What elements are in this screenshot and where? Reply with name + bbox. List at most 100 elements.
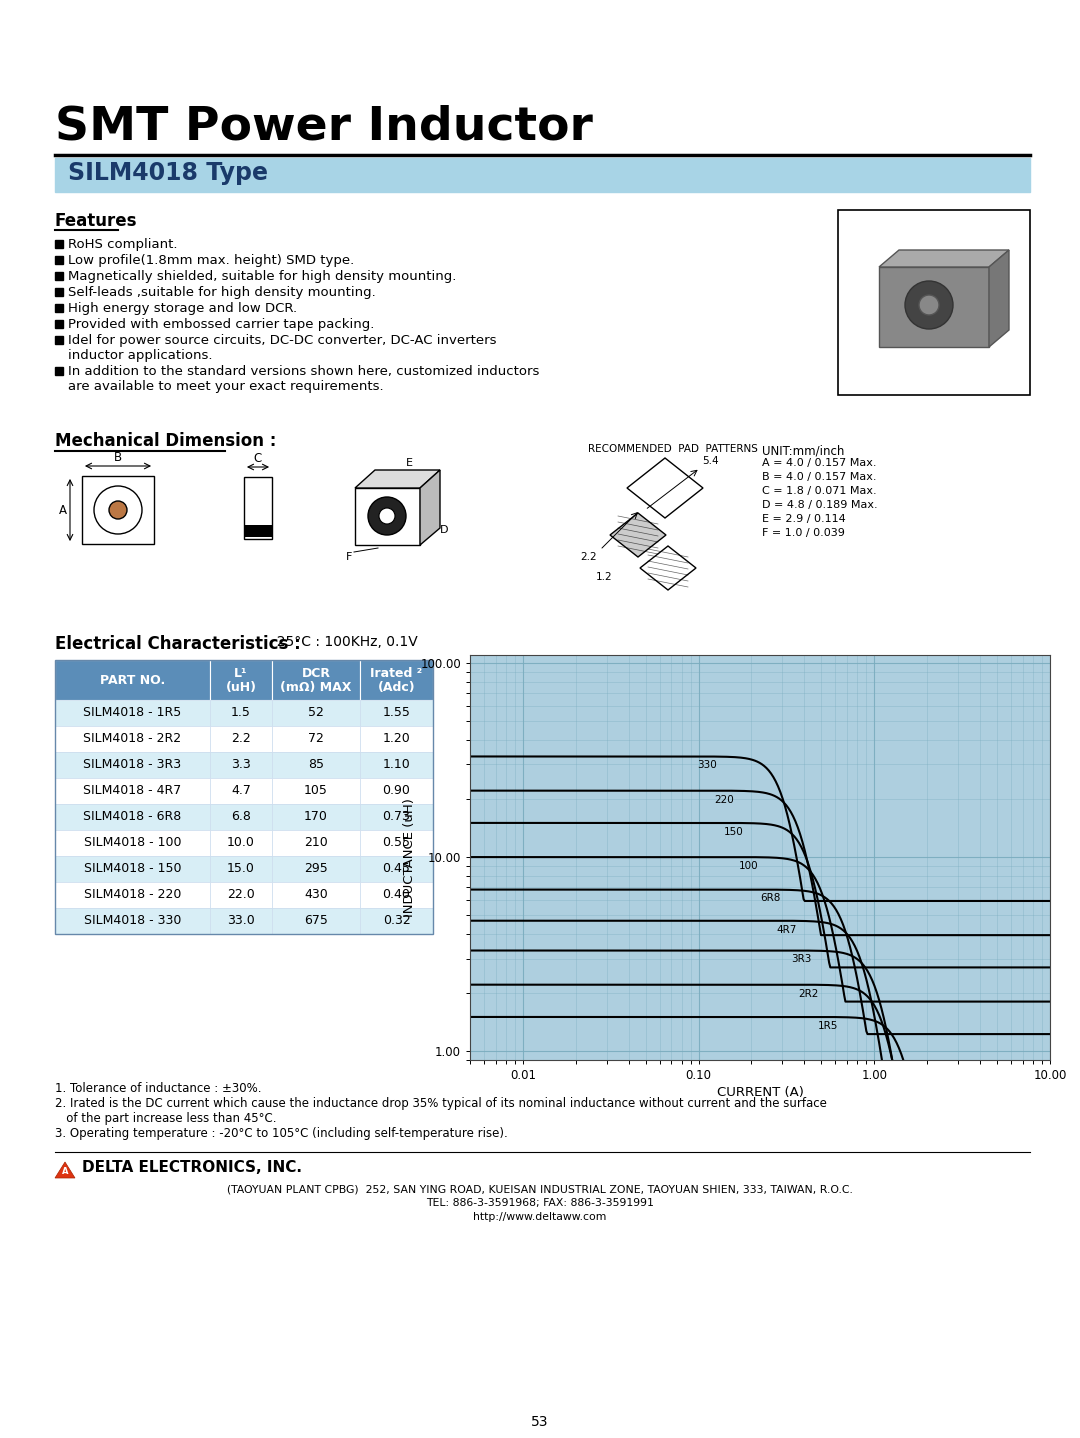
Bar [272, 700, 360, 726]
Text: 53: 53 [531, 1415, 549, 1429]
Text: Electrical Characteristics :: Electrical Characteristics : [55, 636, 300, 653]
Bar [360, 700, 433, 726]
Bar [272, 778, 360, 804]
Text: 330: 330 [698, 761, 717, 771]
Text: 15.0: 15.0 [227, 863, 255, 876]
Text: 295: 295 [305, 863, 328, 876]
Bar [55, 240, 63, 247]
Bar [55, 158, 1030, 193]
Polygon shape [355, 470, 440, 487]
Circle shape [368, 498, 406, 535]
Bar [210, 856, 272, 881]
Polygon shape [355, 487, 420, 545]
Bar [55, 272, 63, 280]
Text: SILM4018 - 100: SILM4018 - 100 [84, 837, 181, 850]
Text: SILM4018 - 2R2: SILM4018 - 2R2 [83, 732, 181, 745]
Text: 2. Irated is the DC current which cause the inductance drop 35% typical of its n: 2. Irated is the DC current which cause … [55, 1097, 827, 1110]
Circle shape [379, 508, 395, 523]
Bar [360, 804, 433, 830]
Text: 52: 52 [308, 706, 324, 719]
Text: 10.0: 10.0 [227, 837, 255, 850]
Bar [55, 907, 210, 935]
Bar [360, 726, 433, 752]
Text: (uH): (uH) [226, 682, 257, 695]
Text: SILM4018 - 4R7: SILM4018 - 4R7 [83, 785, 181, 798]
Bar [210, 907, 272, 935]
Text: SILM4018 - 1R5: SILM4018 - 1R5 [83, 706, 181, 719]
Bar [55, 804, 210, 830]
Text: SILM4018 Type: SILM4018 Type [68, 161, 268, 186]
Polygon shape [627, 457, 703, 518]
Text: In addition to the standard versions shown here, customized inductors: In addition to the standard versions sho… [68, 365, 539, 378]
Bar [55, 726, 210, 752]
Text: 22.0: 22.0 [227, 889, 255, 902]
Text: 2R2: 2R2 [798, 988, 819, 998]
Text: 0.45: 0.45 [382, 863, 410, 876]
Text: Low profile(1.8mm max. height) SMD type.: Low profile(1.8mm max. height) SMD type. [68, 255, 354, 267]
X-axis label: CURRENT (A): CURRENT (A) [716, 1086, 804, 1099]
Bar [55, 367, 63, 375]
Text: TEL: 886-3-3591968; FAX: 886-3-3591991: TEL: 886-3-3591968; FAX: 886-3-3591991 [427, 1198, 653, 1208]
Bar [244, 525, 272, 536]
Text: inductor applications.: inductor applications. [68, 349, 213, 362]
Text: SILM4018 - 3R3: SILM4018 - 3R3 [83, 758, 181, 772]
Text: 1R5: 1R5 [818, 1021, 838, 1031]
Text: SMT Power Inductor: SMT Power Inductor [55, 105, 593, 150]
Text: (mΩ) MAX: (mΩ) MAX [281, 682, 352, 695]
Text: 675: 675 [305, 915, 328, 928]
Text: 3. Operating temperature : -20°C to 105°C (including self-temperature rise).: 3. Operating temperature : -20°C to 105°… [55, 1127, 508, 1140]
Text: are available to meet your exact requirements.: are available to meet your exact require… [68, 380, 383, 393]
Text: 0.55: 0.55 [382, 837, 410, 850]
Bar [55, 256, 63, 265]
Bar [272, 830, 360, 856]
Bar [55, 303, 63, 312]
Bar [360, 660, 433, 700]
Text: 1.20: 1.20 [382, 732, 410, 745]
Text: (Adc): (Adc) [378, 682, 416, 695]
Bar [244, 477, 272, 539]
Polygon shape [879, 267, 989, 347]
Bar [210, 726, 272, 752]
Bar [55, 321, 63, 328]
Bar [272, 804, 360, 830]
Bar [55, 336, 63, 344]
Text: 1.55: 1.55 [382, 706, 410, 719]
Text: Provided with embossed carrier tape packing.: Provided with embossed carrier tape pack… [68, 318, 375, 331]
Text: 170: 170 [305, 811, 328, 824]
Bar [210, 752, 272, 778]
Polygon shape [420, 470, 440, 545]
Polygon shape [610, 513, 666, 557]
Text: B = 4.0 / 0.157 Max.: B = 4.0 / 0.157 Max. [762, 472, 877, 482]
Text: 2.2: 2.2 [231, 732, 251, 745]
Bar [55, 778, 210, 804]
Polygon shape [879, 250, 1009, 267]
Text: B: B [113, 452, 122, 464]
Text: 430: 430 [305, 889, 328, 902]
Text: 0.73: 0.73 [382, 811, 410, 824]
Text: PART NO.: PART NO. [99, 673, 165, 686]
Bar [55, 700, 210, 726]
Bar [360, 778, 433, 804]
Circle shape [94, 486, 141, 533]
Y-axis label: INDUCTANCE (uH): INDUCTANCE (uH) [403, 798, 416, 917]
Text: 1. Tolerance of inductance : ±30%.: 1. Tolerance of inductance : ±30%. [55, 1081, 261, 1094]
Text: E: E [405, 457, 413, 467]
Text: (TAOYUAN PLANT CPBG)  252, SAN YING ROAD, KUEISAN INDUSTRIAL ZONE, TAOYUAN SHIEN: (TAOYUAN PLANT CPBG) 252, SAN YING ROAD,… [227, 1183, 853, 1194]
Text: 85: 85 [308, 758, 324, 772]
Text: Mechanical Dimension :: Mechanical Dimension : [55, 431, 276, 450]
Bar [360, 881, 433, 907]
Bar [55, 856, 210, 881]
Text: 33.0: 33.0 [227, 915, 255, 928]
Bar [272, 856, 360, 881]
Text: SILM4018 - 150: SILM4018 - 150 [84, 863, 181, 876]
Text: High energy storage and low DCR.: High energy storage and low DCR. [68, 302, 297, 315]
Text: A = 4.0 / 0.157 Max.: A = 4.0 / 0.157 Max. [762, 457, 877, 467]
Bar [210, 881, 272, 907]
Text: SILM4018 - 6R8: SILM4018 - 6R8 [83, 811, 181, 824]
Text: UNIT:mm/inch: UNIT:mm/inch [762, 444, 845, 457]
Bar [272, 726, 360, 752]
Text: 0.32: 0.32 [382, 915, 410, 928]
Polygon shape [989, 250, 1009, 347]
Text: D = 4.8 / 0.189 Max.: D = 4.8 / 0.189 Max. [762, 500, 878, 510]
Text: C = 1.8 / 0.071 Max.: C = 1.8 / 0.071 Max. [762, 486, 877, 496]
